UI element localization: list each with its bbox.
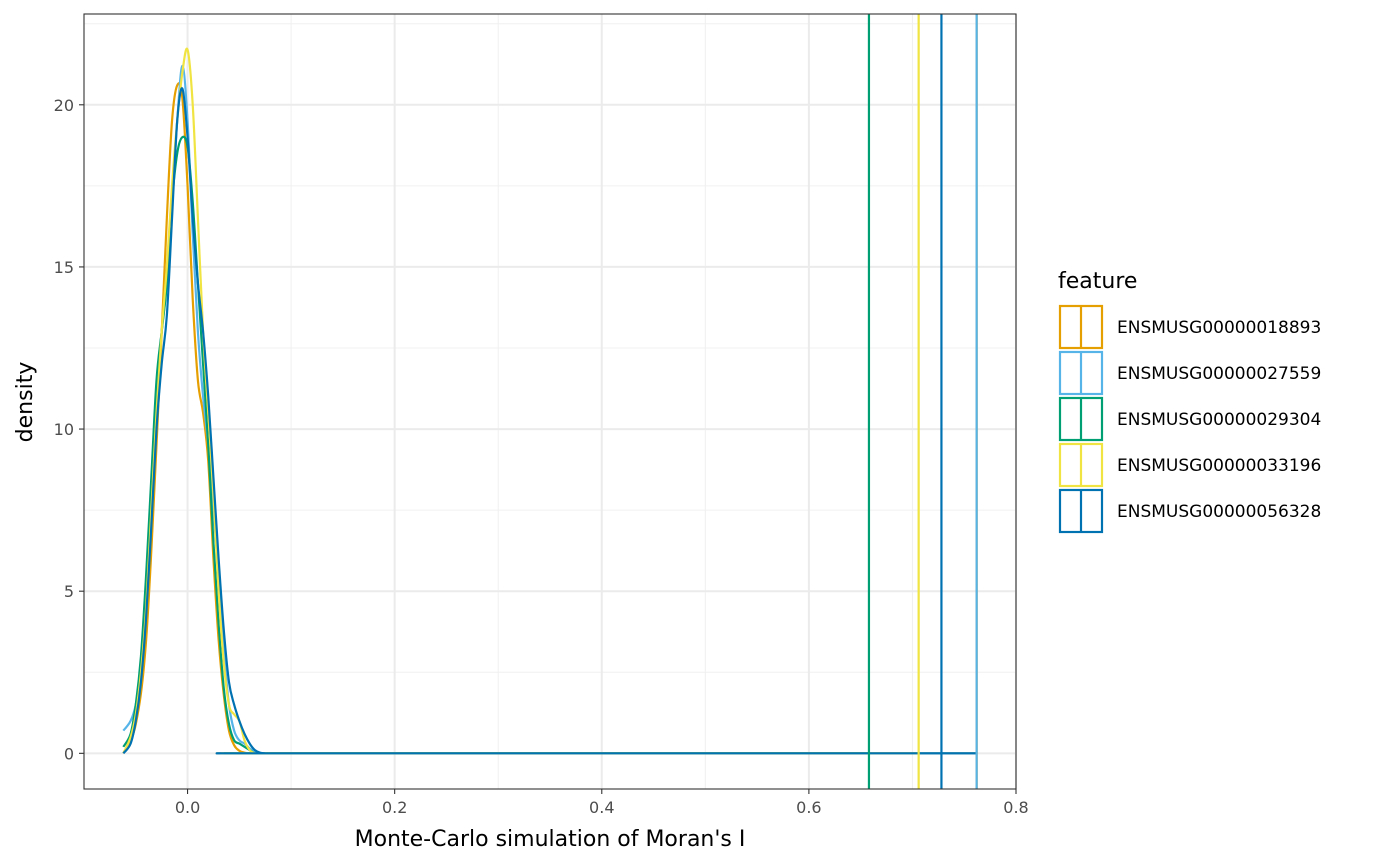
density-lines: [122, 47, 977, 755]
x-tick-label: 0.2: [382, 798, 407, 817]
y-tick-label: 20: [54, 96, 74, 115]
y-tick-label: 15: [54, 258, 74, 277]
y-axis: 0 5 10 15 20: [54, 96, 84, 763]
y-tick-label: 10: [54, 420, 74, 439]
legend-label-3: ENSMUSG00000029304: [1117, 410, 1321, 430]
observed-value-lines: [867, 14, 978, 789]
x-tick-label: 0.8: [1003, 798, 1028, 817]
legend: ENSMUSG00000018893 ENSMUSG00000027559 ENSM…: [1058, 304, 1321, 534]
legend-label-5: ENSMUSG00000056328: [1117, 502, 1321, 522]
legend-label-2: ENSMUSG00000027559: [1117, 364, 1321, 384]
x-axis-title: Monte-Carlo simulation of Moran's I: [355, 827, 746, 852]
y-tick-label: 0: [64, 744, 74, 763]
legend-label-4: ENSMUSG00000033196: [1117, 456, 1321, 476]
y-tick-label: 5: [64, 582, 74, 601]
legend-label-1: ENSMUSG00000018893: [1117, 318, 1321, 338]
legend-key-3: [1058, 396, 1104, 442]
x-axis: 0.0 0.2 0.4 0.6 0.8: [175, 789, 1029, 817]
x-tick-label: 0.0: [175, 798, 200, 817]
legend-key-1: [1058, 304, 1104, 350]
legend-key-5: [1058, 488, 1104, 534]
plot-panel-border: [83, 13, 1017, 790]
y-axis-title: density: [13, 362, 38, 443]
legend-key-4: [1058, 442, 1104, 488]
density-line-5: [122, 87, 977, 755]
legend-key-2: [1058, 350, 1104, 396]
x-tick-label: 0.4: [589, 798, 614, 817]
legend-title: feature: [1058, 269, 1137, 294]
minor-gridlines: [83, 14, 1016, 789]
x-tick-label: 0.6: [796, 798, 821, 817]
